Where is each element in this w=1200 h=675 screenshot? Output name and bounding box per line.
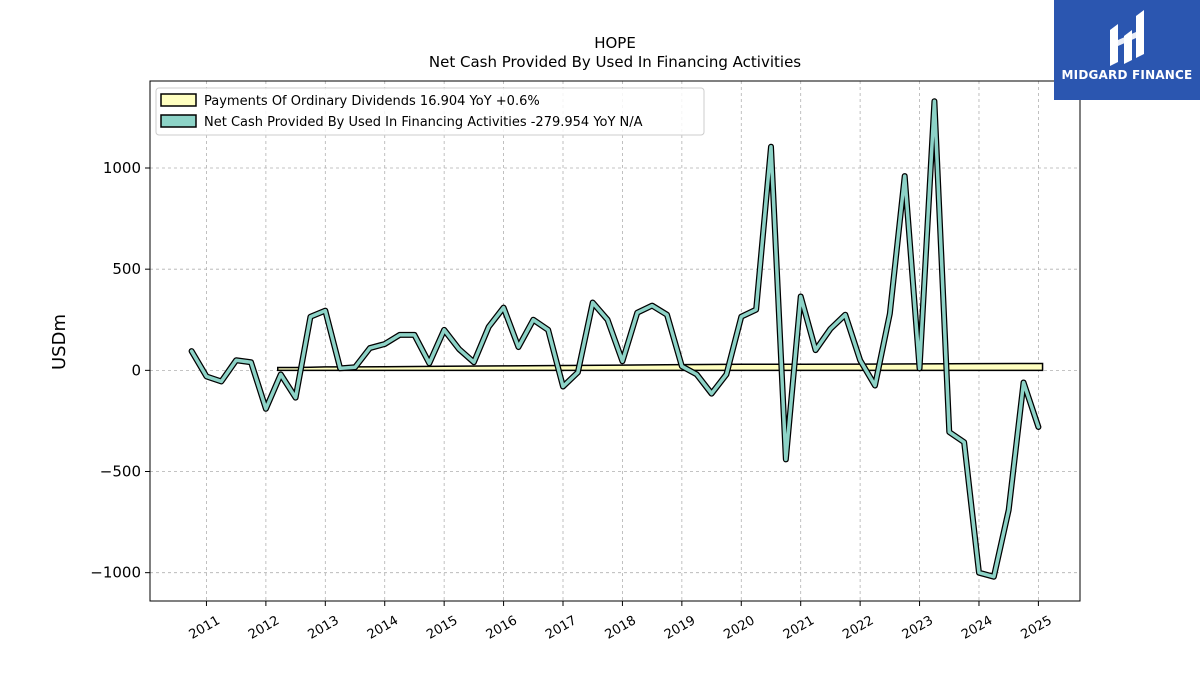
financing-point [324,310,326,312]
financing-point [621,360,623,362]
financing-point [265,408,267,410]
financing-point [815,349,817,351]
financing-point [1023,381,1025,383]
financing-point [889,313,891,315]
y-tick-label: 0 [131,361,141,379]
financing-point [443,329,445,331]
financing-point [696,373,698,375]
financing-point [978,572,980,574]
financing-point [948,431,950,433]
financing-point [517,346,519,348]
y-axis-label: USDm [49,314,70,370]
financing-point [295,397,297,399]
financing-point [354,366,356,368]
brand-name: MIDGARD FINANCE [1061,68,1193,82]
y-tick-label: −1000 [90,564,141,582]
financing-point [191,350,193,352]
x-tick-label: 2011 [187,613,223,643]
financing-point [711,393,713,395]
y-tick-label: −500 [100,463,141,481]
x-tick-label: 2022 [840,613,876,643]
x-tick-label: 2016 [484,613,520,643]
financing-line [189,99,1041,579]
grid-lines [150,81,1080,601]
financing-point [607,319,609,321]
financing-point [874,385,876,387]
financing-point [562,386,564,388]
financing-point [577,371,579,373]
financing-point [666,314,668,316]
financing-point [829,328,831,330]
financing-point [919,367,921,369]
x-tick-label: 2013 [305,613,341,643]
financing-point [963,441,965,443]
financing-point [503,307,505,309]
financing-point [904,175,906,177]
financing-point [681,365,683,367]
financing-point [205,375,207,377]
financing-point [413,334,415,336]
financing-point [740,316,742,318]
x-axis-ticks: 2011 2012 2013 2014 2015 2016 2017 2018 2019 2020… [187,601,1055,643]
financing-point [280,373,282,375]
x-tick-label: 2021 [781,613,817,643]
financing-point [844,314,846,316]
financing-point [725,373,727,375]
financing-point [309,316,311,318]
financing-point [800,295,802,297]
financing-point [592,302,594,304]
x-tick-label: 2014 [365,613,401,643]
financing-point [369,347,371,349]
financing-point [636,312,638,314]
financing-point [220,380,222,382]
financing-point [770,146,772,148]
chart-title: HOPE [594,34,636,52]
financing-point [785,458,787,460]
financing-point [458,348,460,350]
financing-point [933,100,935,102]
x-tick-label: 2015 [424,613,460,643]
plot-series [188,98,1044,580]
x-tick-label: 2024 [959,613,995,643]
y-axis-ticks: −1000 −500 0 500 1000 [90,159,150,582]
midgard-logo-icon [1110,10,1144,66]
chart-subtitle: Net Cash Provided By Used In Financing A… [429,53,801,71]
financing-point [532,319,534,321]
x-tick-label: 2012 [246,613,282,643]
financing-point [235,359,237,361]
financing-point [428,362,430,364]
dividends-area [277,362,1044,372]
y-tick-label: 500 [112,260,141,278]
financing-point [1008,509,1010,511]
financing-point [1037,426,1039,428]
x-tick-label: 2025 [1019,613,1055,643]
legend-box [155,87,705,136]
financing-point [755,309,757,311]
financing-point [547,329,549,331]
x-tick-label: 2019 [662,613,698,643]
x-tick-label: 2017 [543,613,579,643]
financing-point [473,361,475,363]
legend-swatch-financing [160,114,197,128]
x-tick-label: 2020 [721,613,757,643]
financing-point [384,343,386,345]
financing-point [993,576,995,578]
plot-frame [149,80,1081,602]
brand-logo: MIDGARD FINANCE [1054,0,1200,100]
x-tick-label: 2023 [900,613,936,643]
y-tick-label: 1000 [103,159,141,177]
legend: Payments Of Ordinary Dividends 16.904 Yo… [155,87,705,136]
legend-label-financing: Net Cash Provided By Used In Financing A… [204,115,643,130]
financing-point [399,334,401,336]
financing-point [339,367,341,369]
x-tick-label: 2018 [603,613,639,643]
financing-point [859,359,861,361]
legend-label-dividends: Payments Of Ordinary Dividends 16.904 Yo… [204,94,540,109]
financing-point [488,326,490,328]
financing-point [651,305,653,307]
legend-swatch-dividends [160,93,197,107]
financing-point [250,361,252,363]
